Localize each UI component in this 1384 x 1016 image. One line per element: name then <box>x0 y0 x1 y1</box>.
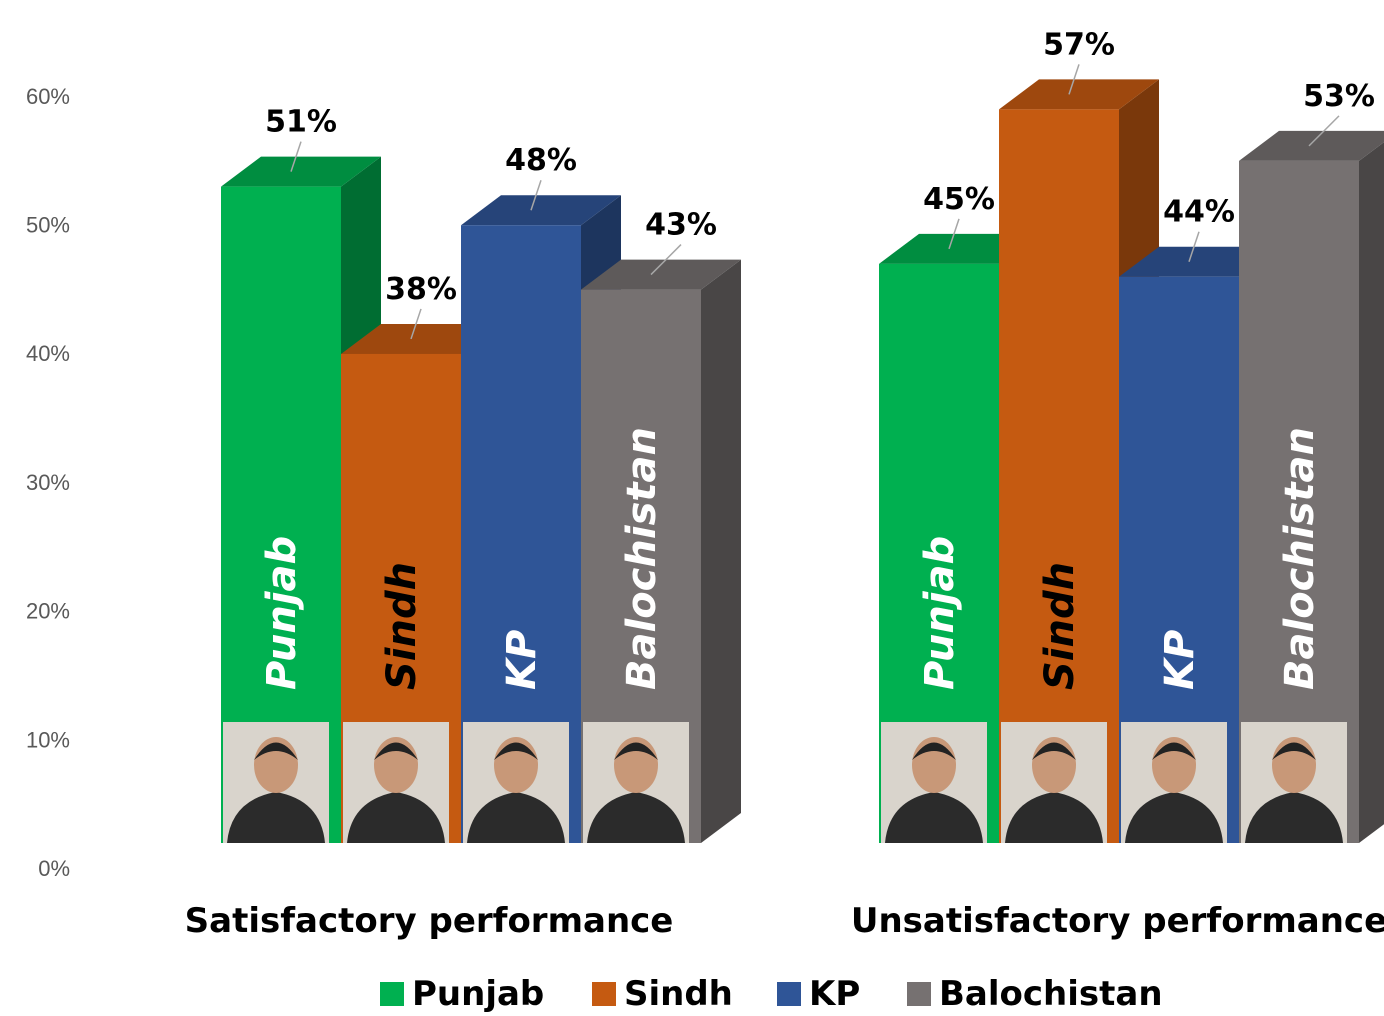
legend-swatch <box>777 982 801 1006</box>
y-tick-label: 60% <box>26 84 70 109</box>
portrait <box>1001 722 1107 843</box>
bar-side <box>1359 131 1384 843</box>
portrait <box>1121 722 1227 843</box>
portrait <box>881 722 987 843</box>
legend-label: Balochistan <box>939 974 1163 1014</box>
legend-label: KP <box>809 974 860 1014</box>
y-tick-label: 40% <box>26 341 70 366</box>
y-tick-label: 50% <box>26 213 70 238</box>
bar-name: Punjab <box>917 536 963 690</box>
y-tick-label: 30% <box>26 470 70 495</box>
bar-name: Sindh <box>1037 562 1083 690</box>
bar-side <box>701 260 741 843</box>
legend-swatch <box>907 982 931 1006</box>
bar-name: KP <box>1157 630 1203 690</box>
value-label: 43% <box>645 208 717 243</box>
legend-swatch <box>592 982 616 1006</box>
value-label: 53% <box>1303 79 1375 114</box>
bar-name: KP <box>499 630 545 690</box>
value-label: 48% <box>505 143 577 178</box>
portrait <box>223 722 329 843</box>
bar-name: Sindh <box>379 562 425 690</box>
value-label: 38% <box>385 272 457 307</box>
category-label: Satisfactory performance <box>185 901 674 941</box>
bar-name: Punjab <box>259 536 305 690</box>
bar-name: Balochistan <box>619 427 665 690</box>
portrait <box>583 722 689 843</box>
y-tick-label: 10% <box>26 727 70 752</box>
bar-name: Balochistan <box>1277 427 1323 690</box>
portrait <box>343 722 449 843</box>
category-label: Unsatisfactory performance <box>851 901 1384 941</box>
portrait <box>463 722 569 843</box>
value-label: 57% <box>1043 27 1115 62</box>
y-tick-label: 0% <box>38 856 70 881</box>
value-label: 44% <box>1163 195 1235 230</box>
bar-top <box>1239 131 1384 161</box>
legend-swatch <box>380 982 404 1006</box>
chart: 0% 10% 20% 30% 40% 50% 60% Satisfactory perform… <box>0 0 1384 1016</box>
value-label: 51% <box>265 105 337 140</box>
value-label: 45% <box>923 182 995 217</box>
y-tick-label: 20% <box>26 599 70 624</box>
portrait <box>1241 722 1347 843</box>
legend-label: Sindh <box>624 974 733 1014</box>
legend-label: Punjab <box>412 974 544 1014</box>
